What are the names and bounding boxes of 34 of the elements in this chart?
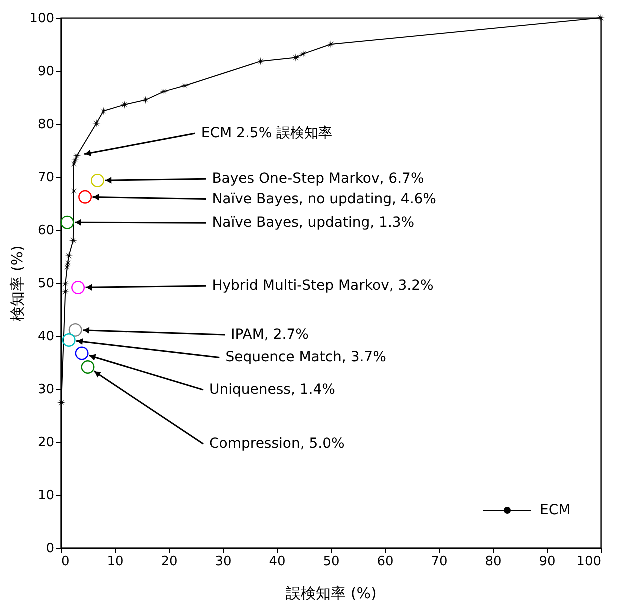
x-tick-label: 100 (576, 554, 602, 570)
x-tick-label: 50 (323, 554, 340, 570)
annotation: ECM 2.5% 誤検知率 (201, 126, 333, 142)
y-tick-label: 80 (38, 118, 54, 132)
x-axis-title: 誤検知率 (%) (286, 584, 377, 602)
y-tick-label: 30 (38, 382, 54, 398)
y-tick-label: 20 (38, 436, 54, 450)
annotation: Uniqueness, 1.4% (210, 382, 336, 398)
x-tick-label: 90 (539, 554, 556, 570)
y-tick-label: 100 (30, 12, 54, 26)
annotation: Naïve Bayes, no updating, 4.6% (212, 191, 436, 208)
y-tick-label: 10 (38, 488, 54, 504)
y-axis-title: 検知率 (%) (8, 246, 27, 322)
x-tick-label: 30 (215, 554, 232, 570)
y-tick-label: 70 (38, 170, 54, 186)
annotation: Hybrid Multi-Step Markov, 3.2% (212, 278, 434, 294)
y-tick-label: 50 (38, 276, 54, 292)
y-tick-label: 0 (46, 542, 54, 556)
x-tick-label: 0 (62, 554, 70, 570)
annotation: IPAM, 2.7% (231, 326, 309, 343)
annotation: Naïve Bayes, updating, 1.3% (212, 215, 415, 232)
x-tick-label: 40 (269, 554, 286, 570)
x-tick-label: 20 (161, 554, 178, 570)
annotation: Compression, 5.0% (210, 436, 345, 452)
y-tick-label: 60 (38, 224, 54, 238)
legend-label: ECM (540, 502, 571, 518)
annotation: Bayes One-Step Markov, 6.7% (212, 171, 424, 188)
x-tick-label: 10 (107, 554, 124, 570)
y-tick-label: 90 (38, 64, 54, 80)
annotation: Sequence Match, 3.7% (226, 350, 386, 366)
x-tick-label: 60 (377, 554, 394, 570)
y-tick-label: 40 (38, 330, 54, 344)
x-tick-label: 70 (431, 554, 448, 570)
x-tick-label: 80 (485, 554, 502, 570)
